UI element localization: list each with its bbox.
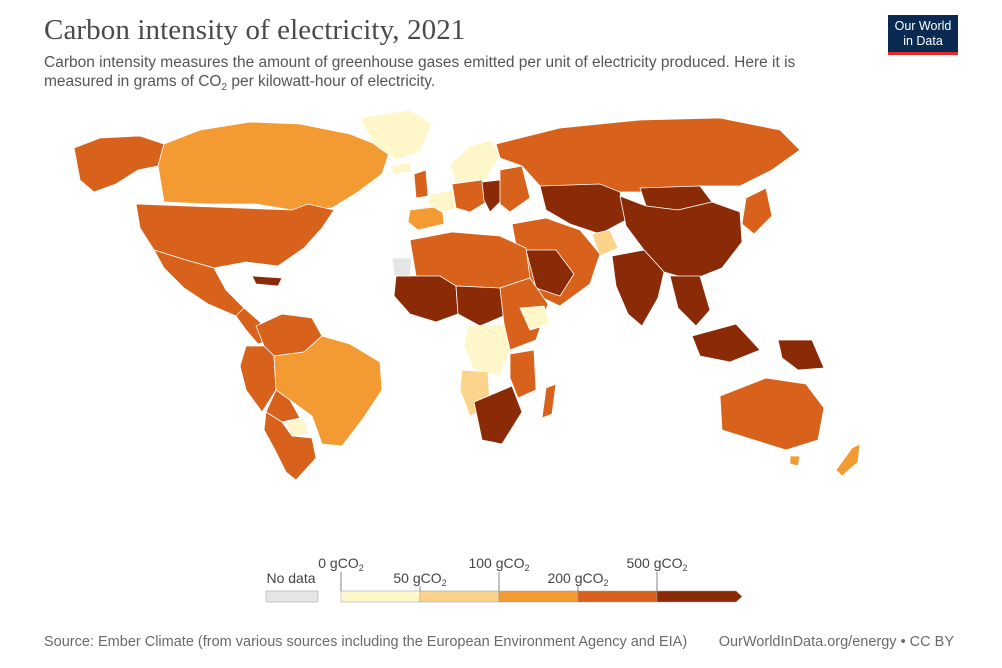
map-region-mozambique[interactable] (509, 349, 537, 399)
map-region-kazakhstan-central-asia[interactable] (539, 183, 627, 235)
map-region-western-sahara[interactable] (391, 257, 413, 277)
legend-ticks: 0 gCO2 100 gCO2 500 gCO2 50 gCO2 200 gCO2 (318, 555, 688, 591)
map-region-alaska[interactable] (73, 135, 165, 193)
map-region-peru-ecuador[interactable] (239, 345, 277, 413)
legend-bin-bin_500_plus[interactable] (656, 590, 743, 603)
map-region-poland-balkans[interactable] (481, 179, 505, 213)
map-region-arabian-peninsula[interactable] (525, 249, 575, 297)
map-region-argentina-chile[interactable] (263, 411, 317, 480)
map-region-japan-korea[interactable] (741, 187, 773, 235)
legend-bin-bin_100_200[interactable] (498, 590, 579, 603)
map-region-canada[interactable] (157, 121, 391, 211)
subtitle-co2-subscript: 2 (221, 82, 228, 94)
map-region-cuba[interactable] (251, 275, 283, 287)
map-region-bolivia[interactable] (265, 389, 301, 423)
map-region-southeast-asia[interactable] (669, 275, 711, 327)
chart-subtitle: Carbon intensity measures the amount of … (44, 53, 844, 97)
map-region-greenland[interactable] (359, 109, 433, 161)
map-region-uk[interactable] (413, 169, 429, 199)
map-region-new-zealand[interactable] (835, 443, 861, 477)
map-region-tasmania[interactable] (789, 455, 801, 467)
logo-line-2: in Data (903, 34, 943, 48)
legend-no-data-swatch[interactable] (265, 590, 319, 603)
legend-tick-above-0: 0 gCO2 (318, 555, 363, 573)
legend-tick-above-2: 500 gCO2 (626, 555, 687, 573)
map-region-france[interactable] (427, 189, 459, 213)
chart-title: Carbon intensity of electricity, 2021 (44, 14, 466, 46)
map-region-central-europe[interactable] (451, 179, 491, 213)
map-region-madagascar[interactable] (541, 383, 557, 419)
legend-bins (340, 590, 743, 603)
world-map (73, 109, 861, 480)
map-region-eastern-europe[interactable] (499, 165, 531, 213)
map-region-indonesia[interactable] (691, 323, 761, 363)
source-note: Source: Ember Climate (from various sour… (44, 634, 688, 650)
legend-tick-below-0: 50 gCO2 (393, 570, 446, 588)
legend-bin-bin_200_500[interactable] (577, 590, 658, 603)
legend-bin-bin_0_50[interactable] (340, 590, 421, 603)
color-legend: No data 0 gCO2 100 gCO2 500 gCO2 50 gCO2 200… (265, 555, 743, 603)
subtitle-line-1: Carbon intensity measures the amount of … (44, 54, 796, 71)
map-region-new-guinea[interactable] (777, 339, 825, 371)
legend-no-data-label: No data (266, 570, 315, 586)
map-region-ethiopia[interactable] (519, 305, 551, 331)
map-region-iceland[interactable] (389, 161, 413, 175)
map-region-india[interactable] (611, 249, 665, 327)
map-region-afghanistan[interactable] (591, 229, 619, 257)
logo-line-1: Our World (894, 19, 952, 33)
map-region-southern-africa[interactable] (473, 385, 523, 445)
subtitle-line-2-post: per kilowatt-hour of electricity. (227, 73, 436, 90)
map-region-china[interactable] (619, 195, 743, 281)
subtitle-line-2-pre: measured in grams of CO (44, 73, 222, 90)
map-region-drc[interactable] (463, 323, 511, 377)
map-region-west-africa[interactable] (393, 275, 459, 323)
map-region-australia[interactable] (719, 377, 825, 451)
map-region-sahel[interactable] (455, 285, 509, 327)
legend-tick-above-1: 100 gCO2 (468, 555, 529, 573)
credit-link[interactable]: OurWorldInData.org/energy • CC BY (718, 634, 954, 650)
map-region-russia[interactable] (495, 117, 801, 193)
legend-tick-below-1: 200 gCO2 (547, 570, 608, 588)
legend-bin-bin_50_100[interactable] (419, 590, 500, 603)
map-region-paraguay[interactable] (285, 417, 309, 437)
owid-logo[interactable]: Our World in Data (888, 15, 958, 55)
